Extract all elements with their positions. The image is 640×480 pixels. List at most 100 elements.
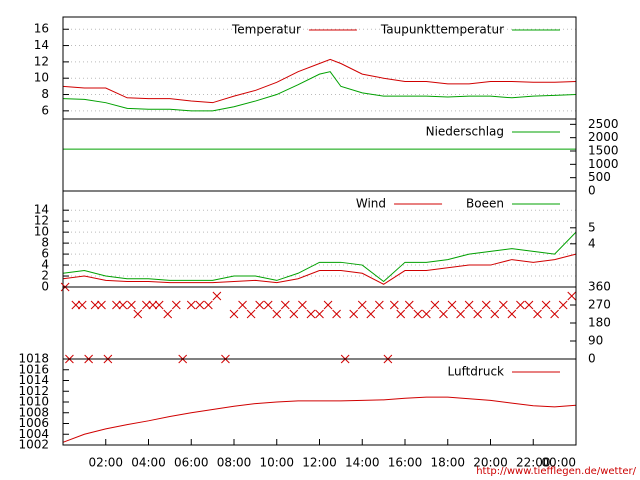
y2-tick-label: 4 (588, 236, 596, 250)
scatter-point (323, 300, 333, 310)
scatter-point (357, 300, 367, 310)
scatter-point (171, 300, 181, 310)
x-tick-label: 12:00 (302, 456, 337, 470)
scatter-point (77, 300, 87, 310)
scatter-point (389, 300, 399, 310)
y-tick-label: 4 (41, 258, 49, 272)
y-tick-label: 6 (41, 247, 49, 261)
scatter-point (490, 309, 500, 319)
scatter-point (550, 309, 559, 319)
scatter-point (374, 300, 384, 310)
scatter-point (558, 300, 568, 310)
y2-tick-label: 2000 (588, 130, 619, 144)
scatter-point (332, 309, 341, 319)
scatter-point (118, 300, 128, 310)
scatter-point (148, 300, 158, 310)
scatter-point (567, 291, 577, 301)
scatter-point (133, 309, 143, 319)
y-tick-label: 1004 (18, 427, 49, 441)
scatter-point (366, 309, 376, 319)
scatter-point (430, 300, 440, 310)
series-line (62, 253, 577, 285)
y-tick-label: 10 (34, 225, 49, 239)
legend-label: Wind (356, 197, 386, 211)
y-tick-label: 2 (41, 269, 49, 283)
scatter-point (524, 300, 534, 310)
scatter-point (404, 300, 414, 310)
y-tick-label: 1018 (18, 352, 49, 366)
y2-tick-label: 0 (588, 352, 596, 366)
legend-label: Niederschlag (426, 125, 504, 139)
x-tick-label: 04:00 (131, 456, 166, 470)
series-line (62, 58, 577, 104)
x-tick-label: 10:00 (259, 456, 294, 470)
scatter-point (456, 309, 465, 319)
y2-tick-label: 90 (588, 334, 603, 348)
y-tick-label: 16 (34, 22, 49, 36)
y-tick-label: 6 (41, 103, 49, 117)
scatter-point (246, 309, 256, 319)
y2-tick-label: 2500 (588, 117, 619, 131)
y-tick-label: 1006 (18, 416, 49, 430)
scatter-point (280, 300, 290, 310)
scatter-point (315, 309, 324, 319)
y-tick-label: 8 (41, 236, 49, 250)
y-tick-label: 1012 (18, 384, 49, 398)
x-tick-label: 02:00 (88, 456, 123, 470)
legend-label: Boeen (466, 197, 504, 211)
scatter-point (71, 300, 81, 310)
scatter-point (498, 300, 508, 310)
y-tick-label: 12 (34, 214, 49, 228)
y-tick-label: 0 (41, 280, 49, 294)
y-tick-label: 12 (34, 54, 49, 68)
series-line (62, 231, 577, 283)
scatter-point (306, 309, 316, 319)
scatter-point (473, 309, 483, 319)
scatter-point (516, 300, 525, 310)
scatter-point (195, 300, 205, 310)
scatter-point (481, 300, 491, 310)
scatter-point (127, 300, 136, 310)
y2-tick-label: 360 (588, 280, 611, 294)
y2-tick-label: 180 (588, 316, 611, 330)
scatter-point (507, 309, 517, 319)
scatter-point (238, 300, 247, 310)
x-tick-label: 00:00 (541, 456, 576, 470)
scatter-point (289, 309, 299, 319)
scatter-point (396, 309, 406, 319)
scatter-point (112, 300, 121, 310)
scatter-point (163, 309, 173, 319)
y-tick-label: 14 (34, 38, 49, 52)
scatter-point (186, 300, 196, 310)
scatter-point (255, 300, 265, 310)
scatter-point (533, 309, 542, 319)
legend-label: Taupunkttemperatur (380, 23, 504, 37)
x-tick-label: 18:00 (430, 456, 465, 470)
y2-tick-label: 5 (588, 220, 596, 234)
x-tick-label: 22:00 (516, 456, 551, 470)
x-tick-label: 08:00 (217, 456, 252, 470)
y2-tick-label: 1000 (588, 157, 619, 171)
scatter-point (349, 309, 359, 319)
footer-url: http://www.tiefflegen.de/wetter/ (476, 466, 636, 477)
y-tick-label: 1016 (18, 362, 49, 376)
scatter-point (97, 300, 106, 310)
x-tick-label: 14:00 (345, 456, 380, 470)
x-tick-label: 20:00 (473, 456, 508, 470)
scatter-point (142, 300, 151, 310)
y-tick-label: 14 (34, 203, 49, 217)
legend-label: Temperatur (231, 23, 301, 37)
y2-tick-label: 0 (588, 184, 596, 198)
scatter-point (203, 300, 213, 310)
scatter-point (212, 291, 222, 301)
y-tick-label: 10 (34, 71, 49, 85)
scatter-point (229, 309, 239, 319)
x-tick-label: 06:00 (174, 456, 209, 470)
y2-tick-label: 1500 (588, 144, 619, 158)
scatter-point (464, 300, 474, 310)
y2-tick-label: 270 (588, 298, 611, 312)
legend-label: Luftdruck (447, 365, 504, 379)
scatter-point (422, 309, 431, 319)
panel-frame (62, 358, 577, 446)
